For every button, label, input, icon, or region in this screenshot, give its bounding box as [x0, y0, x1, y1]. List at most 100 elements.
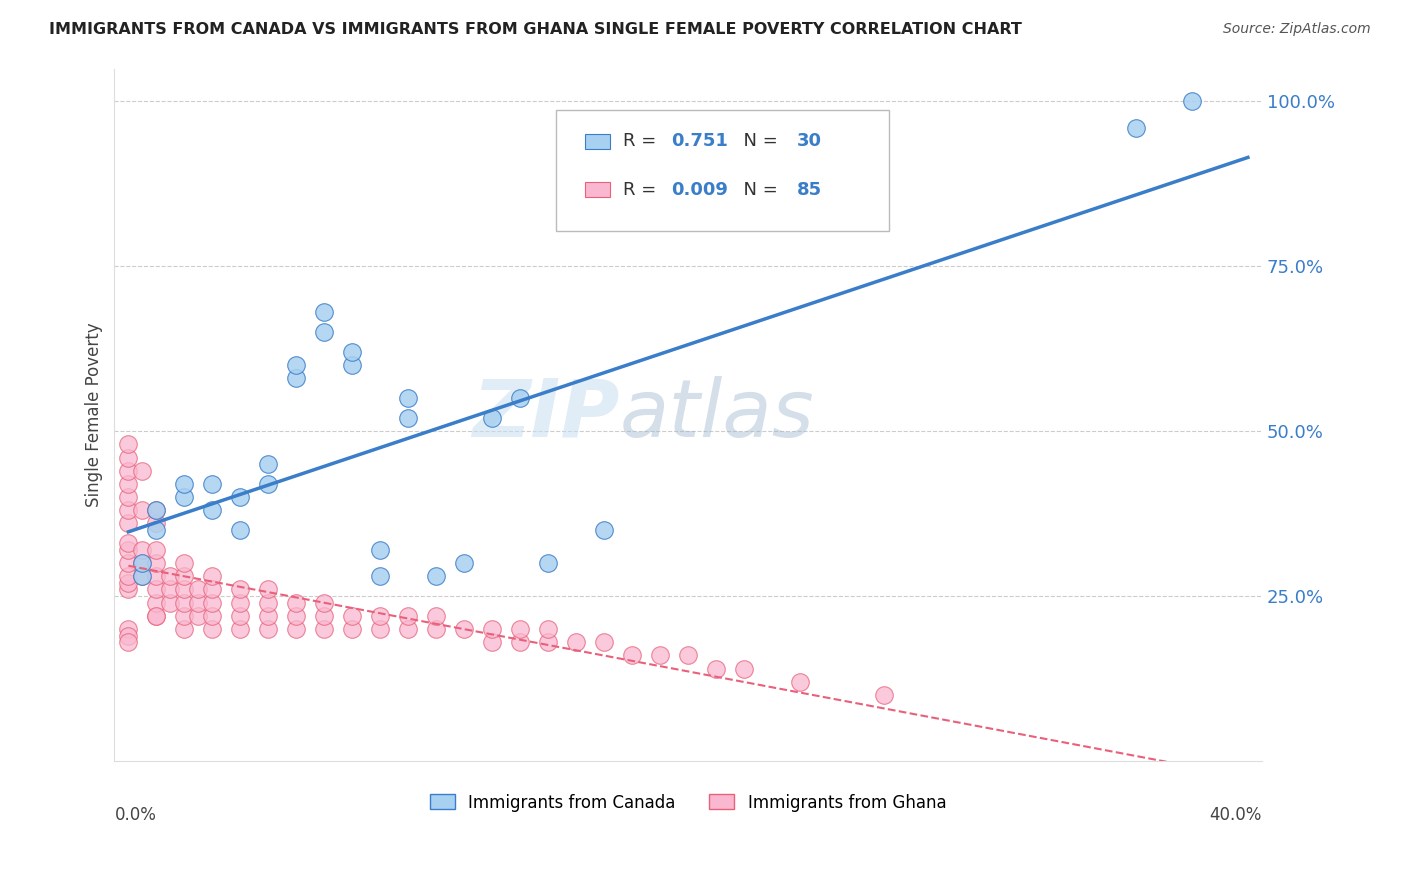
Point	[173, 582, 195, 597]
Point	[257, 608, 280, 623]
Point	[145, 596, 167, 610]
Point	[201, 622, 224, 636]
Point	[314, 622, 336, 636]
Point	[145, 503, 167, 517]
Point	[593, 635, 616, 649]
Point	[285, 608, 308, 623]
Point	[117, 503, 139, 517]
Point	[117, 556, 139, 570]
Point	[368, 569, 391, 583]
Point	[117, 464, 139, 478]
Point	[342, 345, 364, 359]
Point	[257, 457, 280, 471]
Point	[789, 674, 811, 689]
Text: 0.0%: 0.0%	[114, 805, 156, 824]
Point	[201, 503, 224, 517]
Point	[173, 608, 195, 623]
Point	[396, 608, 419, 623]
Point	[173, 596, 195, 610]
Legend: Immigrants from Canada, Immigrants from Ghana: Immigrants from Canada, Immigrants from …	[423, 787, 953, 818]
Point	[257, 476, 280, 491]
Point	[145, 516, 167, 531]
Point	[396, 391, 419, 405]
Text: N =: N =	[731, 132, 783, 150]
Point	[368, 542, 391, 557]
Point	[145, 608, 167, 623]
Text: Source: ZipAtlas.com: Source: ZipAtlas.com	[1223, 22, 1371, 37]
Point	[453, 556, 475, 570]
Point	[396, 622, 419, 636]
Point	[201, 476, 224, 491]
Text: atlas: atlas	[619, 376, 814, 454]
Text: ZIP: ZIP	[472, 376, 619, 454]
Point	[201, 569, 224, 583]
Point	[425, 569, 447, 583]
Point	[537, 622, 560, 636]
Point	[229, 608, 252, 623]
Point	[285, 596, 308, 610]
Text: R =: R =	[623, 181, 662, 199]
Point	[117, 476, 139, 491]
Point	[481, 635, 503, 649]
Point	[229, 582, 252, 597]
Point	[229, 596, 252, 610]
Point	[229, 523, 252, 537]
Point	[145, 523, 167, 537]
Point	[173, 490, 195, 504]
Point	[117, 542, 139, 557]
Point	[873, 688, 896, 702]
Point	[257, 622, 280, 636]
Point	[131, 569, 153, 583]
Point	[314, 325, 336, 339]
Text: 85: 85	[797, 181, 823, 199]
Point	[131, 542, 153, 557]
Point	[509, 635, 531, 649]
Point	[131, 464, 153, 478]
Point	[285, 622, 308, 636]
Point	[145, 608, 167, 623]
Point	[145, 542, 167, 557]
Point	[187, 608, 209, 623]
Point	[117, 622, 139, 636]
Point	[1181, 95, 1204, 109]
Point	[159, 582, 181, 597]
Point	[117, 582, 139, 597]
Point	[131, 503, 153, 517]
Point	[117, 575, 139, 590]
Point	[368, 608, 391, 623]
Point	[117, 437, 139, 451]
Point	[201, 596, 224, 610]
Point	[453, 622, 475, 636]
Point	[285, 358, 308, 372]
Point	[509, 391, 531, 405]
Point	[314, 596, 336, 610]
Point	[314, 305, 336, 319]
Point	[131, 556, 153, 570]
Point	[481, 622, 503, 636]
Text: 0.751: 0.751	[671, 132, 728, 150]
Point	[257, 596, 280, 610]
Point	[131, 569, 153, 583]
Point	[159, 596, 181, 610]
Point	[257, 582, 280, 597]
Point	[650, 648, 672, 663]
Point	[159, 569, 181, 583]
Text: R =: R =	[623, 132, 662, 150]
FancyBboxPatch shape	[585, 134, 610, 149]
Point	[676, 648, 699, 663]
Point	[537, 556, 560, 570]
Point	[173, 569, 195, 583]
Point	[229, 622, 252, 636]
Point	[733, 661, 755, 675]
Point	[117, 569, 139, 583]
Point	[229, 490, 252, 504]
Point	[173, 476, 195, 491]
Point	[145, 569, 167, 583]
Point	[173, 622, 195, 636]
Point	[145, 582, 167, 597]
Text: 0.009: 0.009	[671, 181, 728, 199]
Point	[314, 608, 336, 623]
FancyBboxPatch shape	[585, 182, 610, 197]
Point	[509, 622, 531, 636]
Point	[145, 556, 167, 570]
